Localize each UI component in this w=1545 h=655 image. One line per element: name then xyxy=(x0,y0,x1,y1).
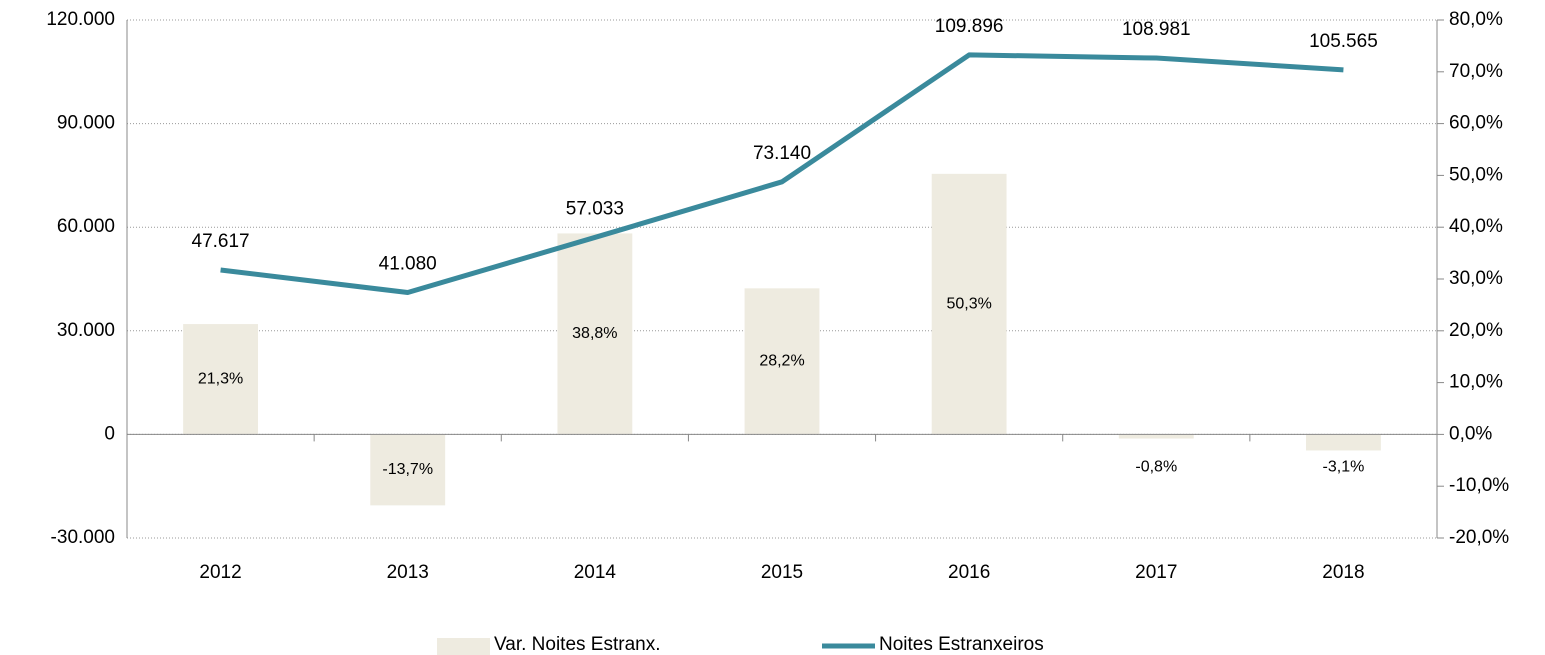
bar xyxy=(370,434,446,506)
line-label: 57.033 xyxy=(566,198,624,219)
bar xyxy=(931,173,1007,435)
legend-swatch xyxy=(437,638,490,655)
x-tick-label: 2012 xyxy=(199,562,241,583)
bar xyxy=(744,288,820,435)
legend-label: Var. Noites Estranx. xyxy=(494,634,661,655)
y2-tick-label: 70,0% xyxy=(1449,61,1503,82)
x-tick-label: 2016 xyxy=(948,562,990,583)
bar-label: 21,3% xyxy=(198,370,243,387)
x-tick-label: 2013 xyxy=(387,562,429,583)
bar xyxy=(183,324,258,435)
y2-tick-label: 50,0% xyxy=(1449,164,1503,185)
y2-tick-label: 0,0% xyxy=(1449,423,1492,444)
line-label: 105.565 xyxy=(1309,31,1378,52)
y2-tick-label: 80,0% xyxy=(1449,9,1503,30)
line-label: 47.617 xyxy=(192,231,250,252)
y-tick-label: -30.000 xyxy=(51,527,115,548)
y2-tick-label: 10,0% xyxy=(1449,372,1503,393)
y-tick-label: 120.000 xyxy=(46,9,115,30)
line-label: 73.140 xyxy=(753,143,811,164)
bar-label: 50,3% xyxy=(946,295,991,312)
y2-tick-label: -20,0% xyxy=(1449,527,1509,548)
bar-label: -0,8% xyxy=(1135,459,1177,476)
y-tick-label: 0 xyxy=(104,423,115,444)
y2-tick-label: 40,0% xyxy=(1449,216,1503,237)
y-tick-label: 90.000 xyxy=(57,113,115,134)
y2-tick-label: 60,0% xyxy=(1449,113,1503,134)
y2-tick-label: -10,0% xyxy=(1449,475,1509,496)
x-tick-label: 2018 xyxy=(1322,562,1364,583)
legend-label: Noites Estranxeiros xyxy=(879,634,1044,655)
line-label: 108.981 xyxy=(1122,19,1191,40)
y2-tick-label: 30,0% xyxy=(1449,268,1503,289)
x-tick-label: 2017 xyxy=(1135,562,1177,583)
bar-label: 28,2% xyxy=(759,353,804,370)
y2-tick-label: 20,0% xyxy=(1449,320,1503,341)
y-tick-label: 30.000 xyxy=(57,320,115,341)
line xyxy=(220,52,1344,296)
x-tick-label: 2014 xyxy=(574,562,617,583)
y-tick-label: 60.000 xyxy=(57,216,115,237)
x-tick-label: 2015 xyxy=(761,562,803,583)
bar xyxy=(557,233,633,435)
bar-label: -3,1% xyxy=(1323,459,1365,476)
line-label: 109.896 xyxy=(935,16,1004,37)
bar xyxy=(1118,434,1194,439)
bar-label: -13,7% xyxy=(382,461,433,478)
line-label: 41.080 xyxy=(379,254,437,275)
bar-label: 38,8% xyxy=(572,325,617,342)
bar xyxy=(1306,434,1381,451)
